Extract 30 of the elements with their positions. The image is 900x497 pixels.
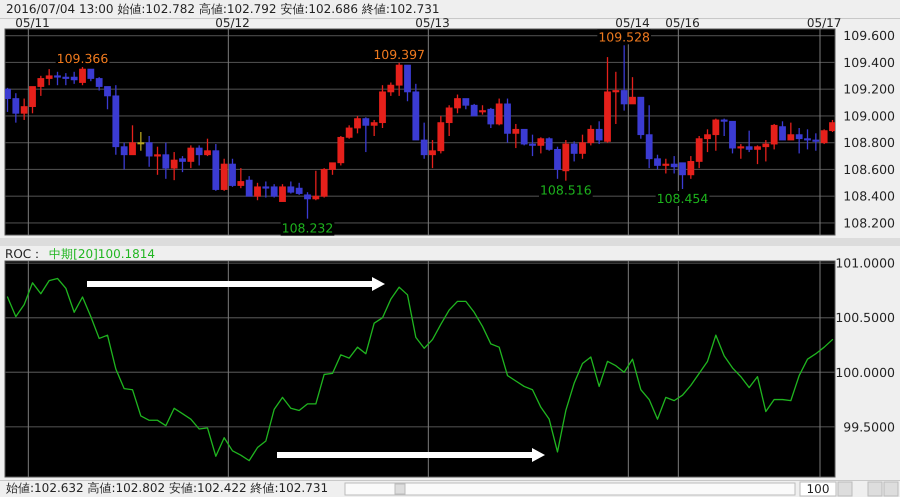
y-tick-label: 100.0000 [835,364,896,380]
text: 始値:102.632 高値:102.802 安値:102.422 終値:102.731 [6,481,328,495]
y-tick-label: 108.800 [843,135,896,150]
y-tick-label: 108.400 [843,188,896,204]
annotation: 109.397 [373,46,426,62]
x-tick-label: 05/14 [615,16,650,30]
y-tick-label: 100.5000 [835,310,896,326]
x-tick-label: 05/13 [415,16,450,30]
x-tick-label: 05/11 [15,16,50,30]
x-tick-label: 05/16 [665,16,700,30]
y-tick-label: 108.200 [843,215,896,230]
x-tick-label: 05/12 [215,16,250,30]
annotation: 109.528 [598,29,650,44]
text: 2016/07/04 13:00 始値:102.782 高値:102.792 安値:102.686 終値:102.731 [6,2,440,16]
text: 100 [806,482,830,496]
series-label: 中期[20]100.1814 [49,247,156,261]
y-tick-label: 101.0000 [835,256,896,271]
x-tick-label: 05/17 [806,16,842,30]
y-tick-label: 99.5000 [843,419,896,434]
line-series [6,278,834,462]
y-tick-label: 109.200 [843,82,896,97]
annotation: 108.516 [540,182,592,198]
annotation: 109.366 [56,50,108,66]
annotation: 108.232 [282,220,334,236]
y-tick-label: 109.400 [843,54,896,70]
y-tick-label: 109.000 [843,108,896,124]
y-tick-label: 108.600 [843,162,896,177]
chart-title: ROC： [5,247,44,261]
y-tick-label: 109.600 [843,28,896,44]
annotation: 108.454 [656,190,708,206]
